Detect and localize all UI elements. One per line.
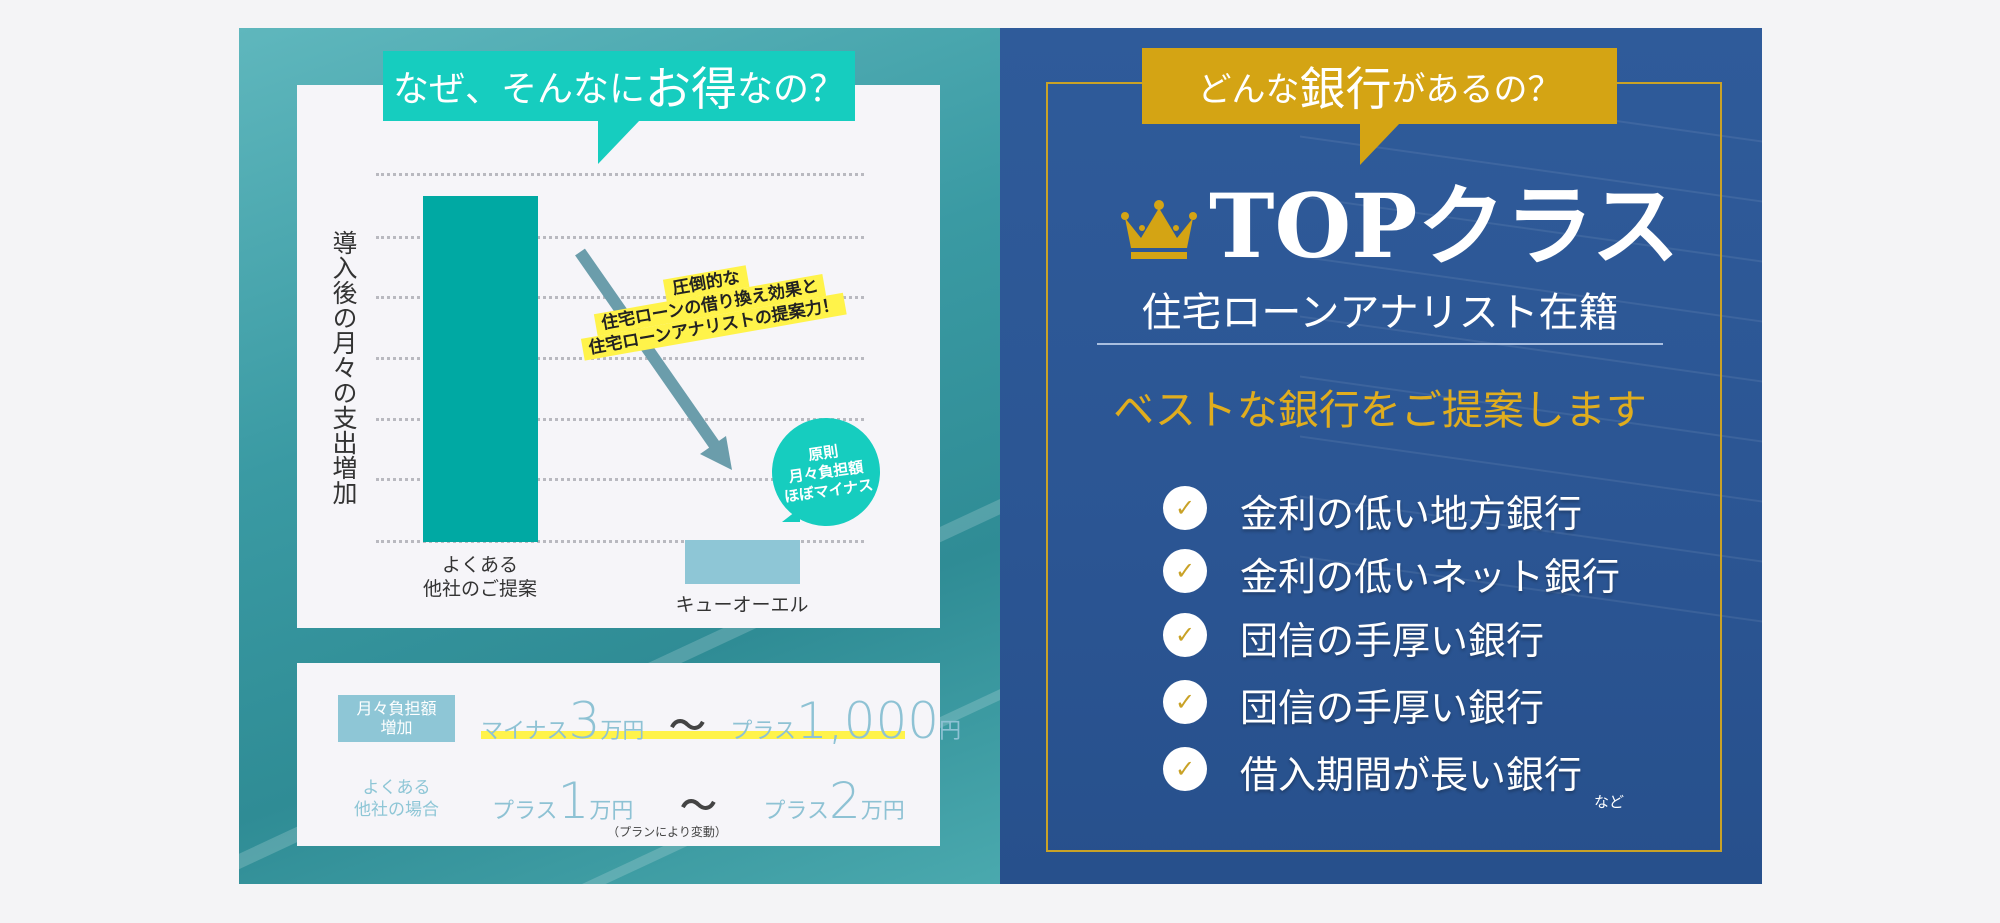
- why-bubble: なぜ、そんなに お得 なの？: [383, 51, 855, 121]
- bubble-tail: [1360, 123, 1400, 165]
- tagline: ベストな銀行をご提案します: [1113, 386, 1647, 434]
- bubble-tail: [598, 120, 640, 164]
- bank-em: 銀行: [1299, 62, 1392, 116]
- badge-tail: [782, 508, 800, 522]
- why-em: お得: [645, 62, 737, 116]
- gridline: [376, 478, 864, 481]
- check-icon: ✓: [1163, 549, 1207, 593]
- gridline: [376, 236, 864, 239]
- right-panel: [1000, 28, 1762, 884]
- row1-b-pre: プラス: [730, 719, 796, 744]
- category-label: キューオーエル: [675, 594, 809, 616]
- crown-icon: [1121, 200, 1197, 259]
- subhead: 住宅ローンアナリスト在籍: [1141, 290, 1619, 336]
- etc-note: など: [1594, 793, 1625, 811]
- row1-a-unit: 万円: [600, 719, 645, 744]
- bank-item: 金利の低い地方銀行: [1240, 492, 1583, 536]
- row1-a-num: 3: [568, 692, 601, 750]
- bank-bubble: どんな 銀行 があるの？: [1142, 48, 1617, 124]
- row2-a-pre: プラス: [492, 799, 558, 824]
- category-label: よくある 他社のご提案: [422, 554, 537, 600]
- y-axis-label: 導入後の月々の支出増加: [329, 230, 358, 505]
- gridline: [376, 418, 864, 421]
- row1-b-num: 1,000: [795, 692, 940, 750]
- check-icon: ✓: [1163, 747, 1207, 791]
- bank-item: 借入期間が長い銀行: [1240, 753, 1583, 797]
- gridline: [376, 296, 864, 299]
- row2-b-unit: 万円: [860, 799, 905, 824]
- check-icon: ✓: [1163, 680, 1207, 724]
- bank-post: があるの？: [1391, 69, 1562, 110]
- gridline: [376, 540, 864, 543]
- gridline: [376, 357, 864, 360]
- row1-label: 月々負担額 増加: [338, 695, 455, 742]
- row1-values: マイナス3万円 〜 プラス1,000円: [481, 692, 961, 750]
- highlight-underline: [481, 731, 905, 739]
- bank-item: 金利の低いネット銀行: [1240, 555, 1621, 599]
- why-post: なの？: [737, 69, 846, 110]
- divider: [1097, 343, 1663, 345]
- bar-other-company: [423, 196, 538, 542]
- plan-note: （プランにより変動）: [607, 825, 727, 839]
- row2-b-num: 2: [828, 772, 861, 830]
- row2-b-pre: プラス: [763, 799, 829, 824]
- bank-item: 団信の手厚い銀行: [1240, 619, 1545, 663]
- check-icon: ✓: [1163, 486, 1207, 530]
- row1-tilde: 〜: [669, 706, 706, 747]
- row2-tilde: 〜: [680, 786, 717, 827]
- comparison-card: [297, 663, 940, 846]
- row2-values: プラス1万円 〜 プラス2万円: [492, 772, 905, 830]
- check-icon: ✓: [1163, 613, 1207, 657]
- down-arrow-icon: [575, 248, 732, 470]
- why-pre: なぜ、そんなに: [392, 69, 645, 110]
- bank-item: 団信の手厚い銀行: [1240, 686, 1545, 730]
- bank-pre: どんな: [1197, 69, 1300, 110]
- row1-a-pre: マイナス: [481, 719, 569, 744]
- gridline: [376, 173, 864, 176]
- row2-a-num: 1: [557, 772, 590, 830]
- row2-label: よくある 他社の場合: [354, 778, 439, 820]
- row1-b-unit: 円: [939, 719, 962, 744]
- row2-a-unit: 万円: [589, 799, 634, 824]
- bar-qol: [685, 540, 800, 584]
- headline: TOPクラス: [1209, 174, 1680, 278]
